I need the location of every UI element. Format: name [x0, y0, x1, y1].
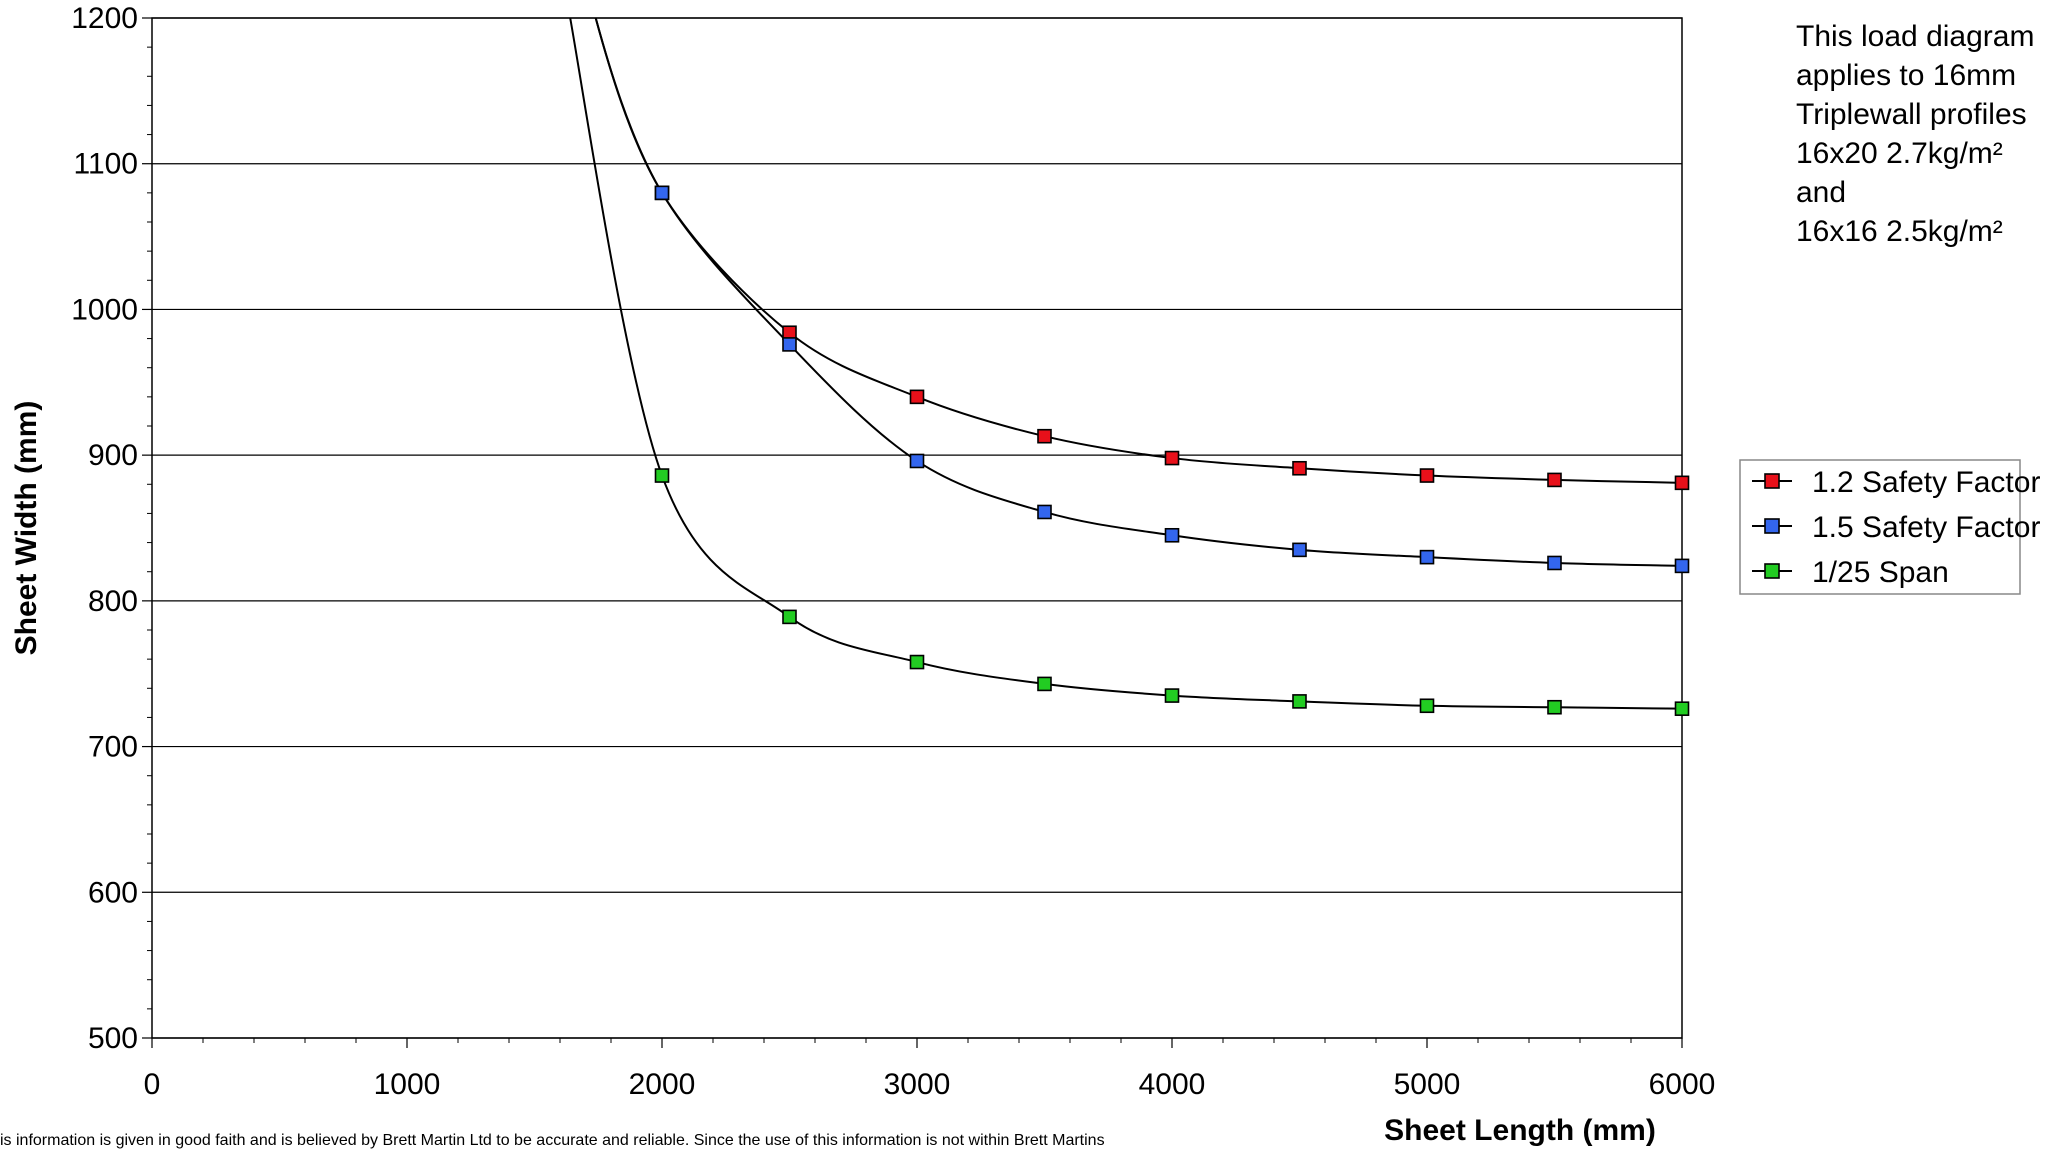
y-tick-label: 600 — [88, 876, 138, 909]
data-point-marker — [1547, 699, 1562, 715]
data-point-marker — [909, 654, 925, 670]
annotation-note: This load diagram applies to 16mm Triplewa… — [1796, 20, 2034, 248]
data-point-marker — [1164, 450, 1180, 466]
tick-labels: 500 600 700 800 900 1000 1100 1200 0 1000 2000 3000… — [71, 2, 1715, 1101]
y-tick-label: 500 — [88, 1022, 138, 1055]
note-line: Triplewall profiles — [1796, 98, 2027, 131]
note-line: and — [1796, 176, 1846, 209]
note-line: This load diagram — [1796, 20, 2034, 53]
legend-swatch — [1764, 473, 1780, 489]
data-point-marker — [654, 468, 670, 483]
data-point-marker — [1674, 701, 1690, 716]
data-point-marker — [1419, 468, 1435, 483]
data-point-marker — [1547, 472, 1562, 488]
y-tick-label: 1100 — [73, 148, 138, 181]
x-tick-label: 0 — [144, 1068, 161, 1101]
data-point-marker — [1292, 694, 1307, 709]
data-point-marker — [1037, 428, 1052, 444]
legend-swatch — [1764, 563, 1780, 579]
data-point-marker — [1419, 698, 1435, 714]
data-point-marker — [909, 389, 925, 405]
x-tick-label: 4000 — [1139, 1068, 1206, 1101]
legend-label: 1.2 Safety Factor — [1812, 466, 2040, 499]
x-tick-label: 1000 — [374, 1068, 441, 1101]
data-point-marker — [1547, 555, 1562, 571]
legend-label: 1/25 Span — [1812, 556, 1949, 589]
data-point-marker — [1037, 504, 1052, 520]
y-tick-label: 1000 — [71, 293, 138, 326]
x-tick-label: 5000 — [1394, 1068, 1461, 1101]
y-tick-label: 1200 — [71, 2, 138, 35]
y-tick-label: 700 — [88, 731, 138, 764]
series-lines — [569, 18, 1682, 710]
axes — [142, 17, 1683, 1048]
y-axis-title: Sheet Width (mm) — [10, 401, 43, 656]
series-line-3 — [569, 18, 1682, 710]
series-markers — [654, 185, 1690, 716]
legend: 1.2 Safety Factor 1.5 Safety Factor 1/25 S… — [1739, 459, 2040, 595]
note-line: 16x16 2.5kg/m² — [1796, 215, 2003, 248]
data-point-marker — [782, 609, 797, 625]
data-point-marker — [654, 185, 670, 201]
y-tick-label: 800 — [88, 585, 138, 618]
note-line: applies to 16mm — [1796, 59, 2016, 92]
legend-swatch — [1764, 518, 1780, 534]
plot-frame — [151, 17, 1683, 1039]
x-tick-label: 6000 — [1649, 1068, 1716, 1101]
note-line: 16x20 2.7kg/m² — [1796, 137, 2003, 170]
x-axis-title: Sheet Length (mm) — [1384, 1114, 1656, 1147]
series-line-2 — [594, 18, 1682, 567]
gridlines — [152, 17, 1682, 1039]
data-point-marker — [1164, 527, 1180, 543]
data-point-marker — [782, 337, 797, 352]
x-tick-label: 2000 — [629, 1068, 696, 1101]
data-point-marker — [909, 453, 925, 469]
disclaimer-text: is information is given in good faith an… — [0, 1132, 1105, 1149]
data-point-marker — [1292, 542, 1307, 558]
data-point-marker — [1037, 676, 1052, 692]
legend-label: 1.5 Safety Factor — [1812, 511, 2040, 544]
series-line-1 — [594, 18, 1682, 484]
y-tick-label: 900 — [88, 439, 138, 472]
data-point-marker — [1292, 460, 1307, 476]
data-point-marker — [1674, 558, 1690, 574]
data-point-marker — [1419, 549, 1435, 565]
data-point-marker — [1674, 475, 1690, 491]
x-tick-label: 3000 — [884, 1068, 951, 1101]
data-point-marker — [1164, 688, 1180, 703]
